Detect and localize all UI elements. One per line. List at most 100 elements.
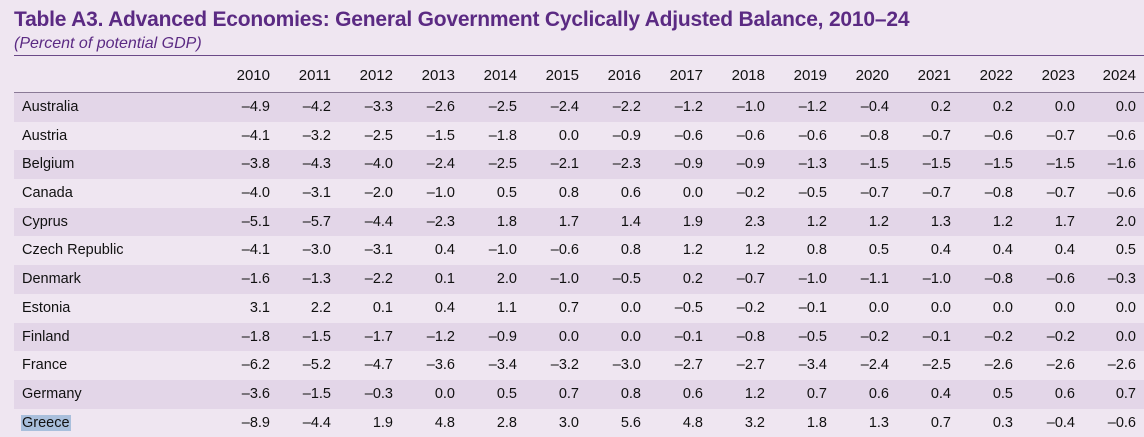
table-cell: 0.0 — [682, 185, 703, 202]
table-cell: –3.4 — [488, 357, 517, 374]
year-header-row: 2010 2011 2012 2013 2014 2015 2016 2017 2018 2019… — [0, 62, 1144, 92]
table-row: Estonia 3.1 2.2 0.1 0.4 1.1 0.7 0.0 –0.5 –0.2 –0.1… — [14, 294, 1144, 323]
table-cell: –4.0 — [364, 156, 393, 173]
country-label: Australia — [22, 99, 79, 115]
table-cell: –3.2 — [550, 357, 579, 374]
table-cell: –0.6 — [1107, 414, 1136, 431]
table-cell: –2.1 — [550, 156, 579, 173]
year-header: 2012 — [359, 67, 393, 84]
table-row: Belgium –3.8 –4.3 –4.0 –2.4 –2.5 –2.1 –2.3 –0.9 –… — [14, 150, 1144, 180]
table-cell: 0.6 — [1054, 385, 1075, 402]
year-header: 2010 — [236, 67, 270, 84]
country-label: Belgium — [22, 156, 75, 173]
table-cell: 1.2 — [868, 213, 889, 230]
table-cell: –8.9 — [241, 414, 270, 431]
table-title: Table A3. Advanced Economies: General Go… — [14, 8, 910, 31]
country-label: Denmark — [22, 271, 81, 288]
year-header: 2021 — [917, 67, 951, 84]
table-cell: –2.0 — [364, 185, 393, 202]
table-cell: –0.2 — [736, 185, 765, 202]
table-cell: –2.4 — [860, 357, 889, 374]
table-cell: 0.7 — [1115, 385, 1136, 402]
table-row: Austria –4.1 –3.2 –2.5 –1.5 –1.8 0.0 –0.9 –0.6 –0… — [14, 122, 1144, 151]
table-cell: –0.5 — [612, 271, 641, 288]
year-header: 2019 — [793, 67, 827, 84]
table-cell: –0.2 — [1046, 328, 1075, 345]
table-cell: 0.0 — [434, 385, 455, 402]
table-cell: 1.2 — [682, 242, 703, 259]
table-cell: 0.0 — [992, 299, 1013, 316]
table-cell: 0.0 — [620, 328, 641, 345]
table-cell: 1.8 — [496, 213, 517, 230]
table-row: Czech Republic –4.1 –3.0 –3.1 0.4 –1.0 –0.6 0.8… — [14, 236, 1144, 265]
table-cell: 0.6 — [868, 385, 889, 402]
table-cell: 0.2 — [682, 271, 703, 288]
table-cell: –0.7 — [736, 271, 765, 288]
year-header: 2015 — [545, 67, 579, 84]
table-cell: –5.7 — [302, 213, 331, 230]
table-cell: –1.3 — [302, 271, 331, 288]
table-cell: 0.8 — [620, 385, 641, 402]
table-cell: –5.2 — [302, 357, 331, 374]
table-body: Australia –4.9 –4.2 –3.3 –2.6 –2.5 –2.4 –2.2 –1.… — [14, 93, 1144, 437]
table-cell: –0.9 — [674, 156, 703, 173]
country-label: Finland — [22, 328, 70, 345]
title-rule — [14, 55, 1144, 56]
table-cell: –0.4 — [1046, 414, 1075, 431]
table-cell: –0.7 — [1046, 185, 1075, 202]
table-cell: 0.4 — [1054, 242, 1075, 259]
country-label: Estonia — [22, 299, 71, 316]
table-cell: –2.2 — [364, 271, 393, 288]
table-cell: 4.8 — [434, 414, 455, 431]
table-cell: –1.5 — [426, 127, 455, 144]
table-cell: –0.9 — [612, 127, 641, 144]
table-cell: –4.0 — [241, 185, 270, 202]
table-cell: –1.5 — [1046, 156, 1075, 173]
country-label: Germany — [22, 385, 82, 402]
table-cell: –3.8 — [241, 156, 270, 173]
table-cell: –0.8 — [984, 185, 1013, 202]
table-cell: 1.7 — [1054, 213, 1075, 230]
table-cell: –4.7 — [364, 357, 393, 374]
year-header: 2018 — [731, 67, 765, 84]
year-header: 2020 — [855, 67, 889, 84]
table-cell: –3.4 — [798, 357, 827, 374]
country-label: Greece — [21, 414, 71, 431]
table-cell: 0.1 — [372, 299, 393, 316]
table-cell: 0.0 — [558, 127, 579, 144]
table-cell: –0.6 — [984, 127, 1013, 144]
table-cell: –0.8 — [984, 271, 1013, 288]
table-cell: –0.4 — [860, 99, 889, 115]
table-cell: 0.6 — [682, 385, 703, 402]
table-cell: 0.8 — [620, 242, 641, 259]
table-cell: –2.4 — [426, 156, 455, 173]
table-cell: 1.1 — [496, 299, 517, 316]
table-row: France –6.2 –5.2 –4.7 –3.6 –3.4 –3.2 –3.0 –2.7 –2… — [14, 351, 1144, 380]
table-cell: –1.0 — [922, 271, 951, 288]
table-cell: 2.8 — [496, 414, 517, 431]
table-cell: 0.7 — [558, 299, 579, 316]
year-header: 2014 — [483, 67, 517, 84]
table-cell: –0.6 — [550, 242, 579, 259]
table-cell: 0.0 — [930, 299, 951, 316]
table-cell: –1.2 — [426, 328, 455, 345]
table-cell: 2.3 — [744, 213, 765, 230]
table-cell: –1.7 — [364, 328, 393, 345]
year-header: 2017 — [669, 67, 703, 84]
table-cell: –1.0 — [736, 99, 765, 115]
table-cell: –2.4 — [550, 99, 579, 115]
table-cell: 3.2 — [744, 414, 765, 431]
table-row: Finland –1.8 –1.5 –1.7 –1.2 –0.9 0.0 0.0 –0.1 –0.… — [14, 322, 1144, 352]
table-cell: –2.2 — [612, 99, 641, 115]
table-cell: 0.0 — [868, 299, 889, 316]
table-cell: 5.6 — [620, 414, 641, 431]
table-cell: 4.8 — [682, 414, 703, 431]
table-cell: –3.6 — [426, 357, 455, 374]
year-header: 2013 — [421, 67, 455, 84]
table-cell: –2.5 — [922, 357, 951, 374]
table-cell: 0.5 — [496, 385, 517, 402]
table-cell: 1.8 — [806, 414, 827, 431]
table-subtitle: (Percent of potential GDP) — [14, 35, 202, 52]
table-cell: –0.3 — [364, 385, 393, 402]
table-cell: 0.8 — [806, 242, 827, 259]
